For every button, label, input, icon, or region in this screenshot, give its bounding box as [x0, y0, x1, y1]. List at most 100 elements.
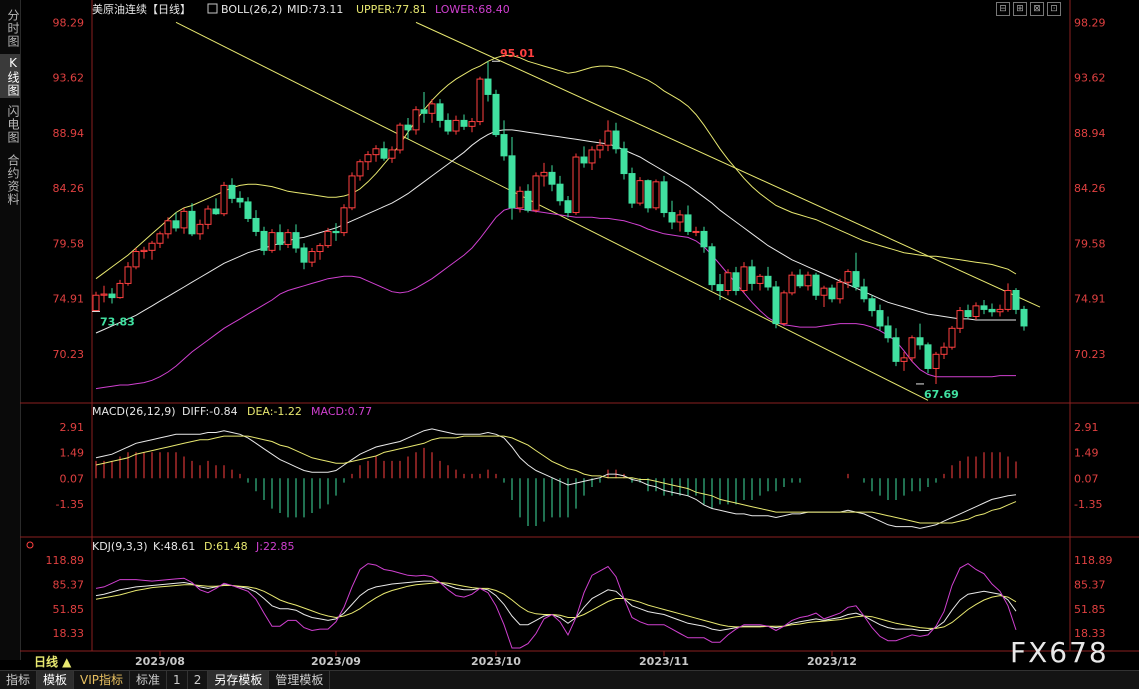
channel-line — [175, 21, 929, 401]
kdj-d-label: D:61.48 — [204, 540, 248, 553]
candle-body — [892, 337, 900, 362]
boll-mid-line — [95, 129, 1016, 334]
candle-body — [532, 175, 540, 211]
candle-body — [644, 180, 652, 209]
kdj-j-label: J:22.85 — [255, 540, 294, 553]
candle-body — [140, 249, 148, 253]
window-control-3-icon[interactable]: ⊠ — [1030, 2, 1044, 16]
candle-body — [156, 233, 164, 244]
candle-body — [396, 124, 404, 151]
macd-tick-left: 1.49 — [60, 447, 85, 460]
sidebar-tab-flash[interactable]: 闪电图 — [6, 104, 20, 144]
boll-upper-line — [95, 54, 1017, 280]
extreme-label: 73.83 — [100, 315, 135, 328]
kdj-k-label: K:48.61 — [153, 540, 195, 553]
period-sidebar: 分时图 K线图 闪电图 合约资料 — [0, 0, 21, 660]
candle-body — [228, 184, 236, 199]
price-tick-left: 70.23 — [53, 348, 85, 361]
tab-page-1[interactable]: 1 — [167, 671, 188, 689]
sidebar-tab-kline[interactable]: K线图 — [0, 54, 20, 98]
macd-dea-label: DEA:-1.22 — [247, 405, 302, 418]
candle-body — [852, 271, 860, 288]
kdj-tick-right: 51.85 — [1074, 603, 1106, 616]
kdj-d-line — [95, 581, 1017, 629]
candle-body — [316, 245, 324, 253]
candle-body — [620, 148, 628, 175]
tab-standard[interactable]: 标准 — [130, 671, 168, 689]
tab-page-2[interactable]: 2 — [188, 671, 209, 689]
indicator-toggle-icon[interactable] — [207, 3, 218, 14]
candle-body — [236, 197, 244, 203]
candle-body — [988, 308, 996, 313]
candle-body — [956, 310, 964, 329]
sidebar-tab-contract-info[interactable]: 合约资料 — [6, 154, 20, 206]
candle-body — [212, 208, 220, 215]
candle-body — [508, 155, 516, 209]
candle-body — [764, 275, 772, 288]
candle-body — [1012, 290, 1020, 310]
kdj-label: KDJ(9,3,3) — [92, 540, 148, 553]
candle-body — [876, 310, 884, 327]
candle-body — [412, 109, 420, 131]
sidebar-tab-intraday[interactable]: 分时图 — [6, 8, 20, 48]
macd-diff-label: DIFF:-0.84 — [182, 405, 238, 418]
window-control-1-icon[interactable]: ⊟ — [996, 2, 1010, 16]
x-tick-label: 2023/11 — [639, 655, 689, 668]
candle-body — [580, 156, 588, 164]
macd-dea-line — [95, 435, 1017, 524]
candle-body — [556, 183, 564, 202]
tab-vip-indicator[interactable]: VIP指标 — [74, 671, 131, 689]
candle-body — [388, 149, 396, 159]
candle-body — [468, 121, 476, 127]
channel-line — [415, 21, 1041, 308]
candle-body — [308, 251, 316, 263]
candle-body — [628, 173, 636, 204]
candle-body — [364, 154, 372, 163]
kdj-tick-left: 85.37 — [53, 578, 85, 591]
price-tick-right: 93.62 — [1074, 72, 1106, 85]
tab-save-template[interactable]: 另存模板 — [208, 671, 270, 689]
window-control-2-icon[interactable]: ⊞ — [1013, 2, 1027, 16]
candle-body — [276, 232, 284, 245]
candle-body — [204, 208, 212, 225]
candle-body — [820, 287, 828, 296]
boll-mid-label: MID:73.11 — [287, 3, 343, 16]
macd-tick-left: 2.91 — [60, 421, 85, 434]
candle-body — [652, 181, 660, 209]
candle-body — [844, 271, 852, 283]
macd-tick-left: 0.07 — [60, 472, 85, 485]
price-tick-right: 79.58 — [1074, 237, 1106, 250]
kdj-tick-left: 118.89 — [46, 554, 85, 567]
candle-body — [756, 275, 764, 284]
candle-body — [908, 337, 916, 359]
candle-body — [180, 210, 188, 229]
candle-body — [476, 78, 484, 123]
candle-body — [404, 124, 412, 131]
tab-indicator[interactable]: 指标 — [0, 671, 38, 689]
candle-body — [972, 305, 980, 317]
x-tick-label: 2023/10 — [471, 655, 521, 668]
candle-body — [924, 344, 932, 369]
window-control-4-icon[interactable]: ⊡ — [1047, 2, 1061, 16]
candle-body — [252, 217, 260, 232]
period-label[interactable]: 日线 ▲ — [34, 654, 72, 669]
candle-body — [796, 274, 804, 287]
kdj-settings-icon[interactable] — [26, 541, 34, 549]
price-tick-right: 70.23 — [1074, 348, 1106, 361]
candle-body — [444, 119, 452, 132]
extreme-label: 67.69 — [924, 388, 959, 401]
candle-body — [772, 286, 780, 325]
candle-body — [188, 210, 196, 235]
futures-chart[interactable]: 美原油连续【日线】 BOLL(26,2) MID:73.11 UPPER:77.… — [20, 0, 1139, 670]
boll-upper-label: UPPER:77.81 — [356, 3, 427, 16]
candle-body — [804, 274, 812, 287]
candle-body — [332, 230, 340, 234]
tab-manage-template[interactable]: 管理模板 — [269, 671, 331, 689]
bottom-toolbar: 指标 模板 VIP指标 标准 1 2 另存模板 管理模板 — [0, 670, 1139, 689]
candle-body — [300, 247, 308, 263]
kdj-tick-right: 18.33 — [1074, 627, 1106, 640]
boll-lower-line — [95, 207, 1016, 390]
tab-template[interactable]: 模板 — [37, 671, 75, 689]
price-tick-left: 79.58 — [53, 237, 85, 250]
candle-body — [428, 103, 436, 114]
